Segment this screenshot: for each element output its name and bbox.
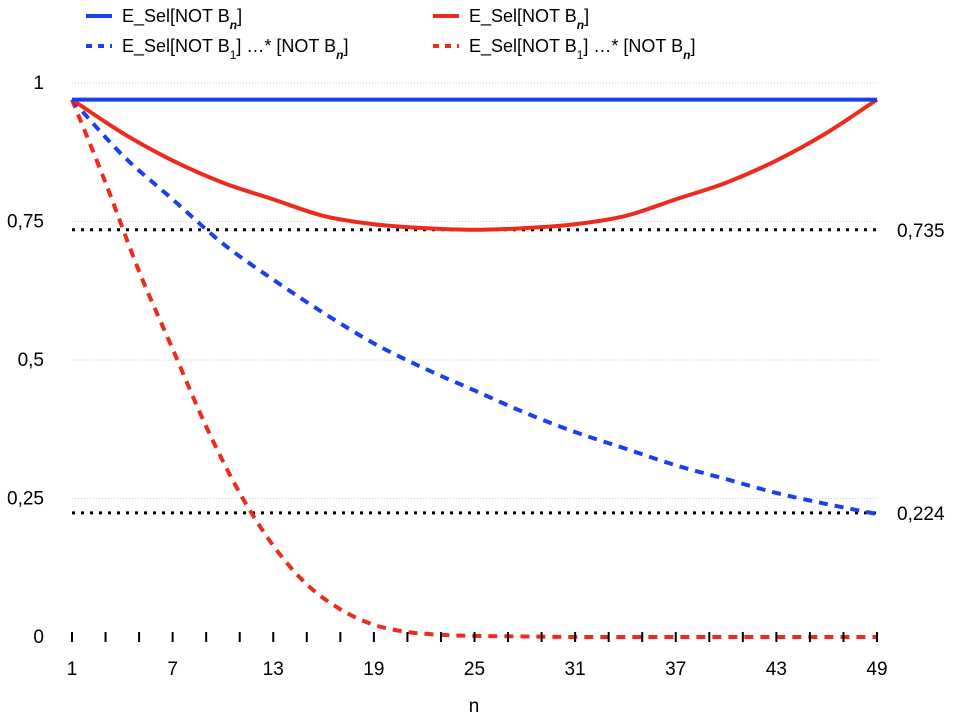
x-tick-label: 49 bbox=[866, 659, 887, 680]
legend-text-part: ] …* [NOT B bbox=[236, 36, 336, 56]
legend-text-part: ] …* [NOT B bbox=[583, 36, 683, 56]
series-line-4 bbox=[70, 98, 877, 640]
legend-label: E_Sel[NOT Bn] bbox=[469, 6, 589, 32]
x-tick-label: 13 bbox=[263, 659, 284, 680]
legend-subscript: 1 bbox=[577, 48, 584, 62]
legend-label: E_Sel[NOT B1] …* [NOT Bn] bbox=[122, 36, 348, 62]
legend-label: E_Sel[NOT Bn] bbox=[122, 6, 242, 32]
x-tick-label: 25 bbox=[464, 659, 485, 680]
reference-line-label: 0,224 bbox=[897, 504, 945, 525]
legend-text-part: E_Sel[NOT B bbox=[469, 36, 577, 57]
legend-subscript: 1 bbox=[230, 48, 237, 62]
legend-subscript: n bbox=[577, 18, 584, 32]
x-tick-label: 7 bbox=[167, 659, 178, 680]
series-line-3 bbox=[70, 98, 878, 516]
x-axis-title: n bbox=[469, 696, 480, 717]
legend-label: E_Sel[NOT B1] …* [NOT Bn] bbox=[469, 36, 695, 62]
legend-subscript: n bbox=[230, 18, 237, 32]
y-axis: 0 0,25 0,5 0,75 1 bbox=[7, 73, 44, 648]
legend: E_Sel[NOT Bn] E_Sel[NOT Bn]E_Sel[NOT B1] … bbox=[86, 6, 695, 62]
y-tick-label: 0,25 bbox=[7, 489, 44, 510]
x-tick-label: 19 bbox=[363, 659, 384, 680]
x-tick-label: 37 bbox=[665, 659, 686, 680]
legend-text-part: ] bbox=[343, 36, 348, 56]
x-tick-label: 43 bbox=[766, 659, 787, 680]
legend-text-part: ] bbox=[237, 6, 242, 26]
y-tick-label: 1 bbox=[33, 73, 44, 94]
legend-text-part: E_Sel[NOT B bbox=[469, 6, 577, 27]
x-axis: 1 7 13 19 25 31 37 43 49 bbox=[67, 632, 888, 680]
y-tick-label: 0,5 bbox=[18, 350, 44, 371]
y-tick-label: 0,75 bbox=[7, 212, 44, 233]
legend-text-part: ] bbox=[584, 6, 589, 26]
legend-text-part: E_Sel[NOT B bbox=[122, 36, 230, 57]
x-tick-label: 31 bbox=[565, 659, 586, 680]
legend-subscript: n bbox=[336, 48, 343, 62]
legend-text-part: ] bbox=[690, 36, 695, 56]
series-line-2 bbox=[70, 97, 879, 232]
series-lines bbox=[70, 97, 879, 640]
legend-text-part: E_Sel[NOT B bbox=[122, 6, 230, 27]
y-tick-label: 0 bbox=[33, 627, 44, 648]
x-tick-label: 1 bbox=[67, 659, 78, 680]
reference-line-label: 0,735 bbox=[897, 221, 945, 242]
gridlines bbox=[72, 82, 877, 499]
legend-subscript: n bbox=[683, 48, 690, 62]
reference-lines: 0,735 0,224 bbox=[72, 221, 945, 525]
